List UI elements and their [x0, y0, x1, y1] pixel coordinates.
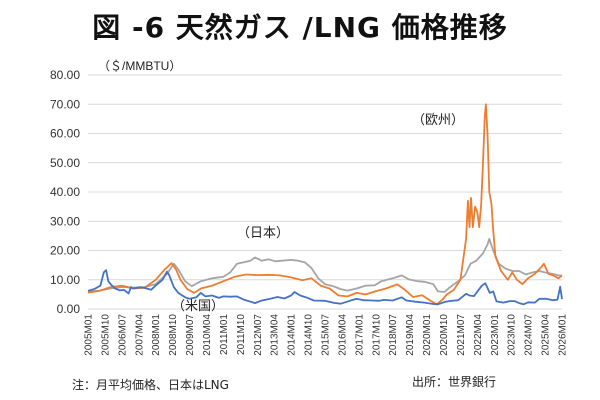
y-tick-label: 80.00	[50, 68, 80, 82]
y-axis-label: （＄/MMBTU）	[98, 59, 181, 73]
x-tick-label: 2008M01	[151, 314, 162, 356]
x-tick-label: 2013M04	[270, 314, 281, 356]
y-tick-label: 10.00	[50, 273, 80, 287]
x-tick-label: 2018M07	[388, 314, 399, 356]
x-tick-label: 2005M10	[100, 314, 111, 356]
x-tick-label: 2015M07	[321, 314, 332, 356]
annotation-us: （米国）	[172, 299, 224, 314]
x-tick-label: 2007M04	[134, 314, 145, 356]
y-tick-label: 70.00	[50, 97, 80, 111]
x-tick-label: 2021M07	[456, 314, 467, 356]
x-tick-label: 2024M07	[524, 314, 535, 356]
series-line-japan	[87, 237, 562, 293]
x-tick-label: 2014M10	[304, 314, 315, 356]
x-tick-labels: 2005M01 2005M10 2006M07 2007M04 2008M01 2008M…	[84, 314, 569, 356]
x-tick-label: 2017M10	[371, 314, 382, 356]
x-tick-label: 2016M04	[337, 314, 348, 356]
page-title: 図 -6 天然ガス /LNG 価格推移	[92, 11, 508, 44]
x-tick-label: 2010M04	[202, 314, 213, 356]
x-tick-label: 2019M04	[405, 314, 416, 356]
x-tick-label: 2012M07	[253, 314, 264, 356]
annotation-japan: （日本）	[237, 226, 289, 241]
y-tick-label: 20.00	[50, 244, 80, 258]
y-tick-label: 40.00	[50, 185, 80, 199]
series-line-europe	[87, 103, 563, 306]
y-tick-label: 60.00	[50, 127, 80, 141]
y-tick-labels: 0.00 10.00 20.00 30.00 40.00 50.00 60.00 70.00 8…	[50, 68, 80, 316]
x-tick-label: 2011M01	[219, 314, 230, 355]
x-tick-label: 2009M07	[185, 314, 196, 356]
x-tick-label: 2008M10	[168, 314, 179, 356]
y-tick-label: 30.00	[50, 214, 80, 228]
y-tick-label: 50.00	[50, 156, 80, 170]
x-tick-label: 2020M01	[422, 314, 433, 356]
footnote: 注：月平均価格、日本はLNG	[72, 378, 229, 392]
x-tick-label: 2022M04	[473, 314, 484, 356]
x-tick-label: 2023M01	[490, 314, 501, 356]
x-tick-label: 2025M04	[541, 314, 552, 356]
x-tick-label: 2023M10	[507, 314, 518, 356]
source-note: 出所：世界銀行	[412, 375, 497, 389]
annotations: （欧州） （日本） （米国）	[172, 113, 464, 314]
annotation-europe: （欧州）	[412, 113, 464, 128]
x-tick-label: 2020M10	[439, 314, 450, 356]
y-tick-label: 0.00	[57, 302, 81, 316]
gridlines	[88, 74, 562, 310]
x-tick-label: 2014M01	[287, 314, 298, 356]
x-tick-label: 2005M01	[84, 314, 95, 356]
series-line-us	[87, 269, 563, 306]
x-tick-label: 2006M07	[117, 314, 128, 356]
x-tick-label: 2017M01	[354, 314, 365, 356]
x-tick-label: 2026M01	[558, 314, 569, 356]
x-tick-label: 2011M10	[236, 314, 247, 355]
series-lines	[87, 103, 563, 306]
